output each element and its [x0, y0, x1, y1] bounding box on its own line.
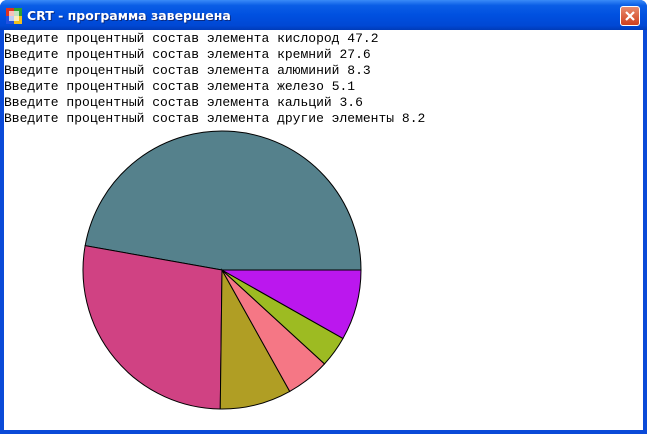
pie-slice	[82, 245, 223, 410]
title-bar: CRT - программа завершена	[0, 0, 647, 30]
close-button[interactable]	[620, 6, 640, 26]
element-name: железо	[277, 79, 324, 94]
window-title: CRT - программа завершена	[27, 8, 231, 23]
element-name: кислород	[277, 31, 340, 46]
pie-slice	[84, 130, 362, 271]
prompt: Введите процентный состав элемента	[4, 111, 269, 126]
console-line: Введите процентный состав элемента кремн…	[4, 47, 371, 62]
app-icon	[6, 8, 22, 24]
element-value: 8.2	[402, 111, 425, 126]
pie-slice	[220, 269, 362, 340]
element-name: кремний	[277, 47, 332, 62]
element-name: алюминий	[277, 63, 339, 78]
element-value: 27.6	[339, 47, 370, 62]
console-line: Введите процентный состав элемента кальц…	[4, 95, 363, 110]
prompt: Введите процентный состав элемента	[4, 79, 269, 94]
prompt: Введите процентный состав элемента	[4, 95, 269, 110]
prompt: Введите процентный состав элемента	[4, 47, 269, 62]
console: Введите процентный состав элемента кисло…	[4, 30, 643, 430]
console-canvas: Введите процентный состав элемента кисло…	[4, 31, 425, 410]
console-line: Введите процентный состав элемента алюми…	[4, 63, 371, 78]
element-value: 5.1	[332, 79, 356, 94]
element-name: кальций	[277, 95, 332, 110]
prompt: Введите процентный состав элемента	[4, 31, 269, 46]
element-name: другие элементы	[277, 111, 394, 126]
element-value: 47.2	[347, 31, 378, 46]
element-value: 3.6	[339, 95, 362, 110]
console-line: Введите процентный состав элемента кисло…	[4, 31, 379, 46]
prompt: Введите процентный состав элемента	[4, 63, 269, 78]
element-value: 8.3	[347, 63, 370, 78]
console-line: Введите процентный состав элемента желез…	[4, 79, 355, 94]
console-line: Введите процентный состав элемента други…	[4, 111, 425, 126]
